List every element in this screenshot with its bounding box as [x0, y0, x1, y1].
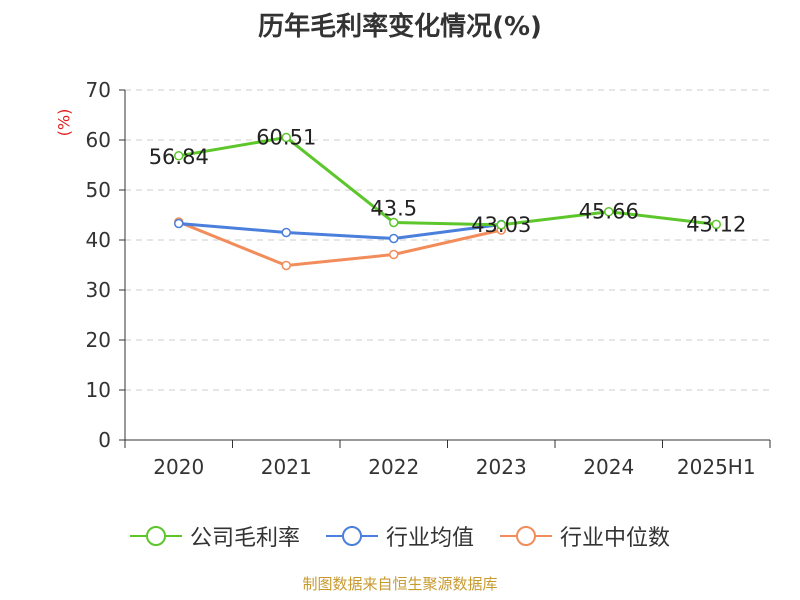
legend: 公司毛利率 行业均值 行业中位数 [0, 520, 800, 552]
legend-circle [341, 526, 362, 546]
data-point [174, 151, 184, 161]
data-point [281, 227, 291, 238]
y-tick-label: 10 [86, 378, 111, 402]
x-tick-label: 2020 [153, 455, 204, 479]
series-lines [174, 132, 721, 271]
x-tick-label: 2023 [476, 455, 527, 479]
data-label: 43.03 [471, 213, 531, 237]
data-point [711, 219, 721, 230]
data-point [604, 206, 614, 217]
data-label: 60.51 [256, 125, 316, 149]
data-point [281, 132, 291, 143]
legend-label: 公司毛利率 [189, 526, 300, 551]
grid-lines [125, 89, 770, 391]
data-point [174, 218, 184, 229]
series-line [178, 220, 502, 267]
legend-marker-icon [129, 526, 182, 546]
axes: 0 10 20 30 40 50 60 70 2020 2021 2022 2023 2024 2025H… [86, 78, 771, 479]
x-tick-label: 2025H1 [677, 455, 756, 479]
data-point [389, 233, 399, 244]
source-footer: 制图数据来自恒生聚源数据库 [302, 575, 498, 593]
data-label: 56.84 [149, 145, 209, 169]
data-point [496, 220, 506, 230]
x-tick-label: 2022 [368, 455, 419, 479]
legend-item[interactable]: 公司毛利率 [129, 520, 300, 552]
legend-marker-icon [500, 526, 552, 546]
data-point [389, 217, 399, 228]
y-tick-label: 50 [86, 178, 111, 202]
legend-label: 行业均值 [385, 526, 474, 551]
data-label: 45.66 [579, 200, 639, 224]
data-point [281, 260, 291, 271]
y-tick-label: 70 [86, 78, 111, 102]
y-tick-label: 60 [86, 128, 111, 152]
data-label: 43.12 [686, 212, 746, 236]
legend-marker-icon [325, 526, 378, 546]
series-line [178, 135, 717, 227]
y-tick-label: 30 [86, 278, 111, 302]
data-point [389, 249, 399, 260]
x-tick-label: 2024 [583, 455, 634, 479]
legend-circle [516, 526, 536, 546]
y-tick-label: 40 [86, 228, 111, 252]
chart-title: 历年毛利率变化情况(%) [258, 12, 542, 42]
legend-label: 行业中位数 [560, 526, 671, 551]
legend-item[interactable]: 行业中位数 [500, 520, 670, 552]
data-label: 43.5 [370, 197, 417, 221]
series-line [178, 222, 502, 240]
legend-item[interactable]: 行业均值 [325, 520, 474, 552]
x-tick-label: 2021 [261, 455, 312, 479]
y-tick-label: 0 [98, 428, 111, 452]
y-tick-label: 20 [86, 328, 111, 352]
legend-circle [145, 526, 166, 546]
data-labels: 56.84 60.51 43.5 43.03 45.66 43.12 [149, 125, 747, 236]
